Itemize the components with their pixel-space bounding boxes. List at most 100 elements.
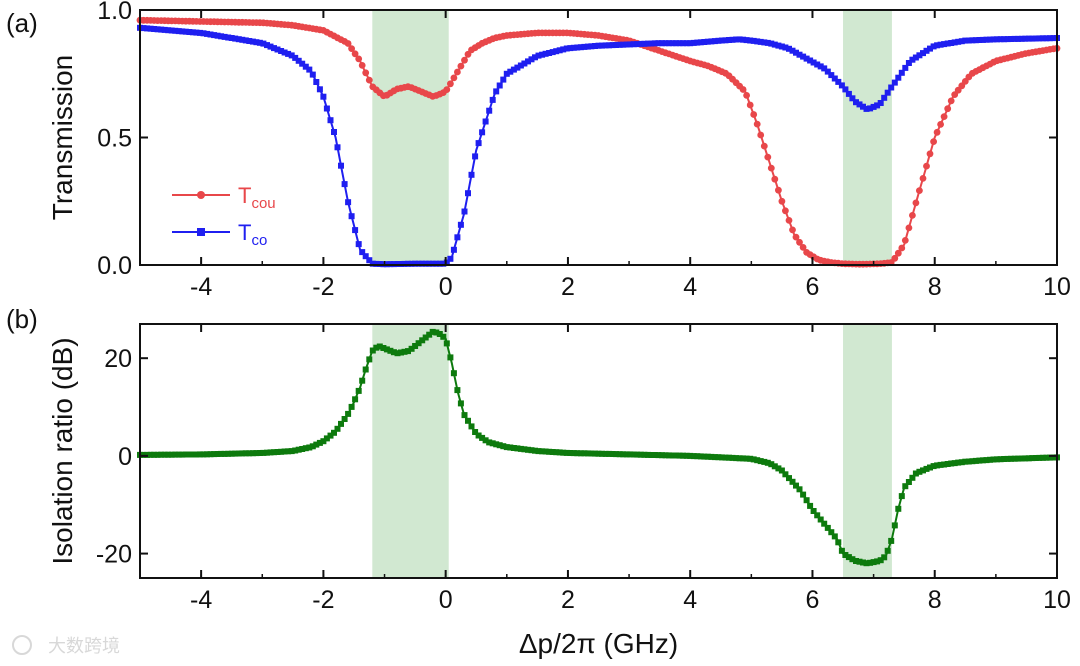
data-point <box>821 520 828 527</box>
data-point <box>743 92 750 99</box>
data-point <box>853 558 859 564</box>
data-point <box>662 40 669 47</box>
data-point <box>429 260 436 267</box>
data-point <box>574 44 581 51</box>
data-point <box>690 453 697 460</box>
data-point <box>525 58 531 65</box>
data-point <box>933 128 941 136</box>
data-point <box>154 451 161 458</box>
data-point <box>789 47 796 54</box>
data-point <box>750 456 757 463</box>
data-point <box>362 69 370 77</box>
data-point <box>1018 455 1025 462</box>
data-point <box>457 62 465 70</box>
data-point <box>726 37 732 43</box>
data-point <box>365 76 373 84</box>
data-point <box>443 259 450 266</box>
data-point <box>651 40 658 47</box>
x-tick-label: 6 <box>806 273 820 301</box>
data-point <box>599 42 605 49</box>
data-point <box>426 331 433 338</box>
data-point <box>764 459 771 466</box>
data-point <box>722 37 729 44</box>
data-point <box>764 39 771 46</box>
data-point <box>352 227 359 234</box>
y-tick-label: 0.0 <box>97 252 132 280</box>
data-point <box>525 446 531 453</box>
data-point <box>958 38 965 45</box>
data-point <box>260 40 267 47</box>
data-point <box>521 60 528 67</box>
data-point <box>874 102 881 109</box>
data-point <box>581 43 588 50</box>
data-point <box>704 38 711 45</box>
data-point <box>546 50 553 56</box>
data-point <box>845 554 852 561</box>
data-point <box>510 66 517 73</box>
data-point <box>888 84 895 91</box>
data-point <box>627 451 634 458</box>
data-point <box>189 29 196 36</box>
data-point <box>920 50 926 57</box>
data-point <box>140 25 147 32</box>
data-point <box>760 142 768 150</box>
data-point <box>990 456 997 463</box>
series-line <box>140 330 1057 565</box>
data-point <box>965 458 972 465</box>
data-point <box>750 37 757 44</box>
data-point <box>168 27 175 34</box>
x-tick-label: 0 <box>439 273 453 301</box>
data-point <box>972 37 979 44</box>
data-point <box>1022 455 1029 462</box>
data-point <box>1004 36 1011 43</box>
data-point <box>567 45 574 52</box>
data-point <box>323 435 330 442</box>
data-point <box>309 443 316 450</box>
data-point <box>556 47 563 54</box>
data-point <box>422 260 429 267</box>
data-point <box>482 118 489 125</box>
data-point <box>256 450 263 456</box>
data-point <box>302 445 309 452</box>
data-point <box>743 37 750 44</box>
data-point <box>295 446 302 453</box>
data-point <box>1011 35 1018 42</box>
data-point <box>383 346 390 353</box>
data-point <box>1036 454 1043 461</box>
data-point <box>905 224 913 232</box>
data-point <box>831 75 838 82</box>
data-point <box>969 37 976 44</box>
series-line <box>139 26 1058 266</box>
data-point <box>313 79 320 85</box>
data-point <box>475 432 482 439</box>
data-point <box>584 450 591 457</box>
data-point <box>831 533 838 540</box>
data-point <box>792 233 800 241</box>
data-point <box>447 255 454 262</box>
data-point <box>853 99 859 106</box>
x-tick-label: 2 <box>561 273 575 301</box>
data-point <box>997 36 1004 43</box>
watermark-text: 大数跨境 <box>48 636 120 656</box>
data-point <box>503 444 510 451</box>
data-point <box>983 36 990 43</box>
data-point <box>800 53 807 60</box>
data-point <box>232 450 239 457</box>
data-point <box>246 38 253 44</box>
data-point <box>433 260 440 267</box>
data-point <box>182 28 189 35</box>
data-point <box>796 51 803 58</box>
data-point <box>687 452 694 459</box>
data-point <box>1043 454 1050 461</box>
data-point <box>405 348 411 355</box>
data-point <box>151 26 158 32</box>
data-point <box>228 450 235 457</box>
data-point <box>786 45 792 52</box>
data-point <box>694 453 701 460</box>
data-point <box>775 42 782 49</box>
data-point <box>338 162 344 169</box>
data-point <box>189 451 196 458</box>
data-point <box>373 344 380 351</box>
data-point <box>433 329 440 336</box>
legend-label-main: T <box>238 183 251 208</box>
